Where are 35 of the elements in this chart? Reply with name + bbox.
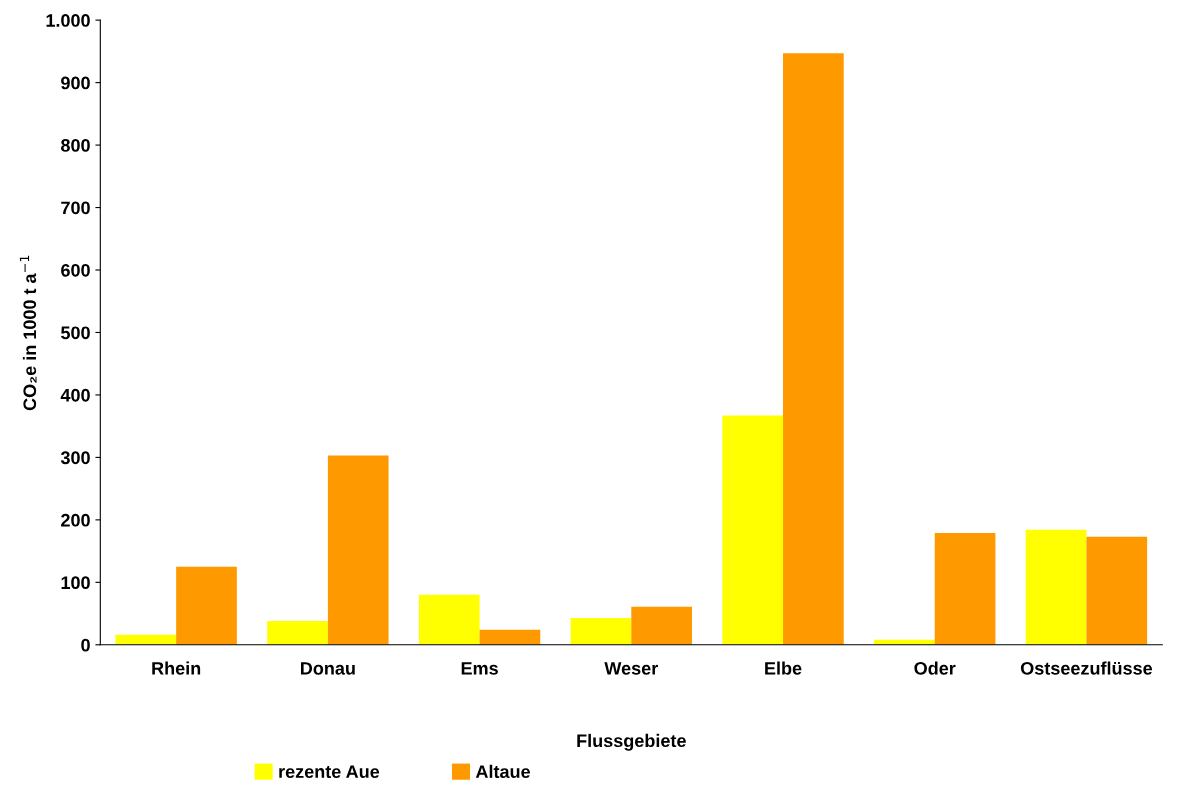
- bar: [783, 53, 844, 645]
- y-tick-label: 0: [81, 638, 90, 652]
- bar: [418, 594, 480, 645]
- y-tick-label: 100: [61, 576, 90, 590]
- y-tick-label: 200: [61, 513, 90, 527]
- x-tick-label: Rhein: [152, 661, 201, 675]
- legend-label: rezente Aue: [279, 765, 380, 779]
- bar: [631, 606, 692, 645]
- y-tick-label: 400: [60, 388, 90, 402]
- y-tick-label: 1.000: [46, 14, 90, 27]
- x-tick-label: Ostseezuflüsse: [1020, 661, 1153, 675]
- y-tick-label: 700: [61, 201, 90, 215]
- x-tick-label: Elbe: [765, 661, 802, 675]
- y-tick-label: 600: [61, 263, 90, 277]
- y-tick-label: 500: [61, 326, 90, 340]
- x-tick-label: Ems: [461, 662, 498, 675]
- bar: [934, 532, 996, 645]
- x-axis-title: Flussgebiete: [577, 733, 686, 751]
- y-tick-label: 300: [60, 451, 90, 465]
- bar: [1025, 529, 1087, 645]
- bar: [1086, 536, 1148, 645]
- y-axis-title: CO₂e in 1000 t a$^{−1}$: [19, 255, 37, 411]
- bar: [570, 617, 632, 645]
- bar: [327, 455, 389, 645]
- x-tick-label: Oder: [914, 661, 956, 675]
- x-tick-label: Weser: [604, 662, 658, 675]
- y-tick-label: 900: [61, 76, 90, 90]
- bar: [722, 415, 784, 645]
- x-tick-label: Donau: [301, 662, 355, 675]
- bar: [176, 566, 237, 645]
- bar: [115, 634, 177, 645]
- y-tick-label: 800: [61, 139, 90, 152]
- bar: [267, 621, 328, 645]
- bar: [479, 629, 541, 645]
- legend-label: Altaue: [475, 764, 531, 779]
